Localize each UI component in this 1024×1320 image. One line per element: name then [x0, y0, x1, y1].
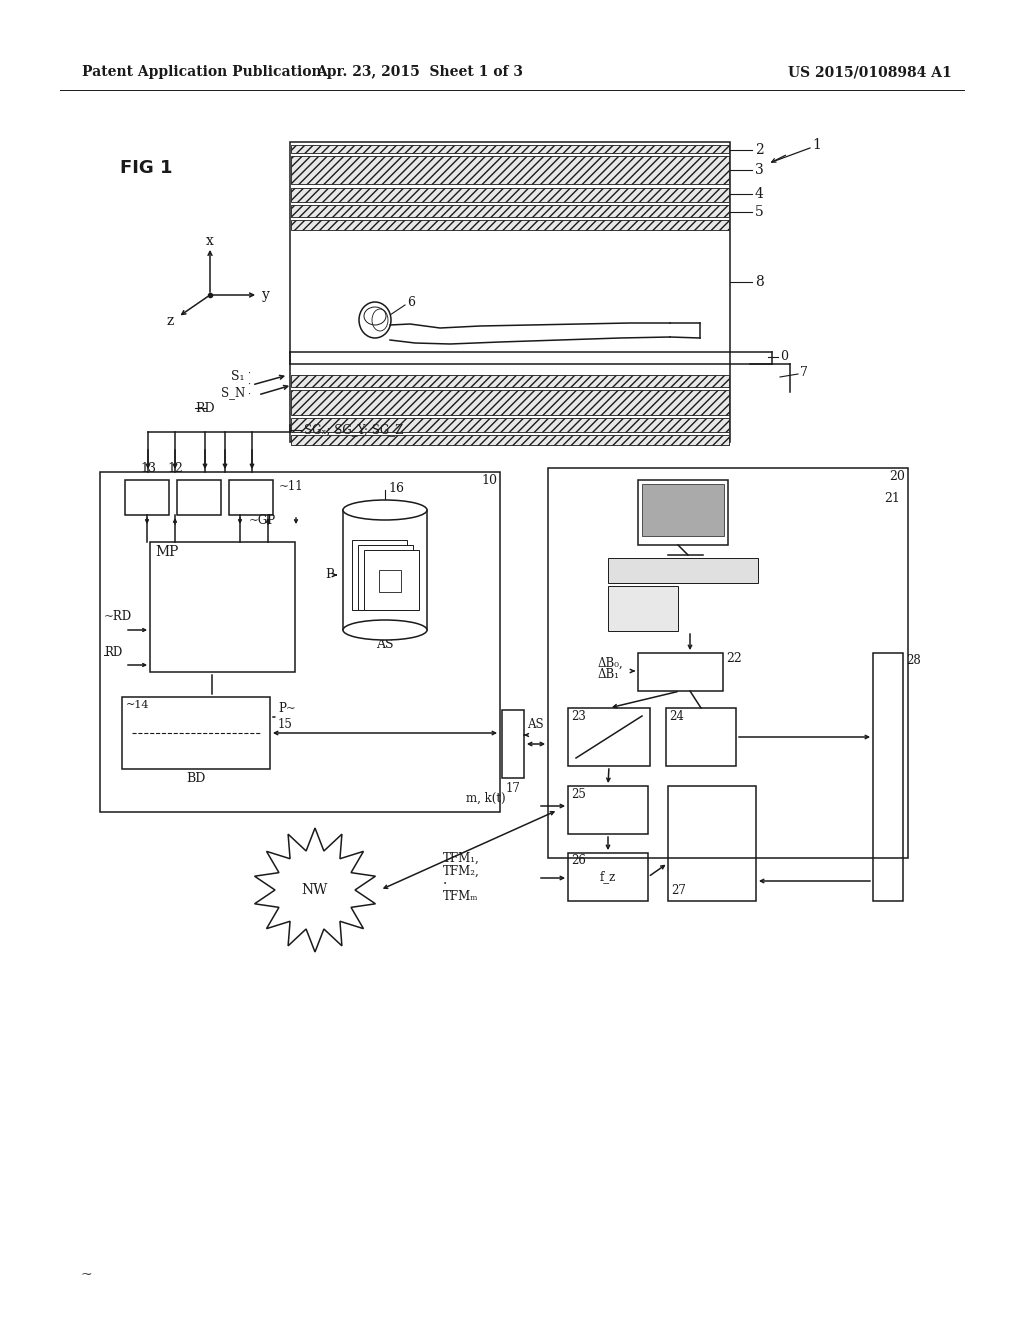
- Text: 13: 13: [140, 462, 156, 474]
- Text: 0: 0: [780, 350, 788, 363]
- Text: x: x: [206, 234, 214, 248]
- Text: ~11: ~11: [279, 480, 304, 494]
- Text: ·
·
·: · · ·: [247, 370, 250, 399]
- Polygon shape: [642, 484, 724, 536]
- Ellipse shape: [343, 500, 427, 520]
- Text: P~: P~: [278, 702, 296, 715]
- Text: Patent Application Publication: Patent Application Publication: [82, 65, 322, 79]
- Text: ~RD: ~RD: [104, 610, 132, 623]
- Text: 1: 1: [812, 139, 821, 152]
- Text: 15: 15: [278, 718, 293, 731]
- Polygon shape: [291, 436, 729, 445]
- Polygon shape: [291, 418, 729, 432]
- Polygon shape: [291, 220, 729, 230]
- Text: 27: 27: [671, 884, 686, 898]
- Text: 10: 10: [481, 474, 497, 487]
- Text: RD: RD: [104, 645, 122, 659]
- Polygon shape: [364, 550, 419, 610]
- Text: TFMₘ: TFMₘ: [443, 890, 478, 903]
- Text: ~GP: ~GP: [249, 513, 276, 527]
- Polygon shape: [291, 145, 729, 153]
- Text: f_z: f_z: [600, 870, 616, 883]
- Text: TFM₁,: TFM₁,: [443, 851, 480, 865]
- Polygon shape: [608, 586, 678, 631]
- Polygon shape: [255, 828, 376, 952]
- Text: 3: 3: [755, 162, 764, 177]
- Text: 16: 16: [388, 482, 404, 495]
- Polygon shape: [291, 389, 729, 414]
- Text: RD: RD: [195, 401, 215, 414]
- Text: TFM₂,: TFM₂,: [443, 865, 480, 878]
- Text: NW: NW: [302, 883, 328, 898]
- Text: 21: 21: [884, 491, 900, 504]
- Ellipse shape: [359, 302, 391, 338]
- Text: ΔB₁: ΔB₁: [598, 668, 620, 681]
- Text: 8: 8: [755, 275, 764, 289]
- Text: 17: 17: [506, 781, 520, 795]
- Text: 5: 5: [755, 205, 764, 219]
- Text: ·: ·: [443, 876, 447, 891]
- Text: 12: 12: [167, 462, 183, 474]
- Text: 23: 23: [571, 710, 586, 722]
- Text: AS: AS: [376, 639, 394, 652]
- Ellipse shape: [343, 620, 427, 640]
- Text: 22: 22: [726, 652, 741, 664]
- Text: FIG 1: FIG 1: [120, 158, 172, 177]
- Polygon shape: [291, 187, 729, 202]
- Polygon shape: [291, 205, 729, 216]
- Text: S₁: S₁: [231, 370, 245, 383]
- Text: 24: 24: [669, 710, 684, 722]
- Text: 26: 26: [571, 854, 586, 867]
- Text: 2: 2: [755, 143, 764, 157]
- Text: MP: MP: [155, 545, 178, 558]
- Text: AS: AS: [527, 718, 544, 731]
- Text: P: P: [325, 569, 334, 582]
- Text: ~14: ~14: [126, 700, 150, 710]
- Polygon shape: [608, 558, 758, 583]
- Text: 6: 6: [407, 297, 415, 309]
- Text: Apr. 23, 2015  Sheet 1 of 3: Apr. 23, 2015 Sheet 1 of 3: [316, 65, 523, 79]
- Polygon shape: [291, 375, 729, 387]
- Polygon shape: [291, 156, 729, 183]
- Polygon shape: [358, 545, 413, 610]
- Text: 28: 28: [906, 655, 921, 668]
- Text: y: y: [262, 288, 270, 302]
- Text: US 2015/0108984 A1: US 2015/0108984 A1: [788, 65, 952, 79]
- Text: z: z: [167, 314, 174, 327]
- Text: ΔB₀,: ΔB₀,: [598, 656, 624, 669]
- Text: 4: 4: [755, 187, 764, 201]
- Text: BD: BD: [186, 772, 206, 785]
- Text: S_N: S_N: [221, 387, 245, 400]
- Text: SGₓ; SG_Y; SG_Z: SGₓ; SG_Y; SG_Z: [304, 424, 403, 437]
- Text: 7: 7: [800, 367, 808, 380]
- Polygon shape: [352, 540, 407, 610]
- Text: 20: 20: [889, 470, 905, 483]
- Text: 25: 25: [571, 788, 586, 800]
- Text: ~: ~: [80, 1269, 91, 1282]
- Text: m, k(t): m, k(t): [466, 792, 506, 804]
